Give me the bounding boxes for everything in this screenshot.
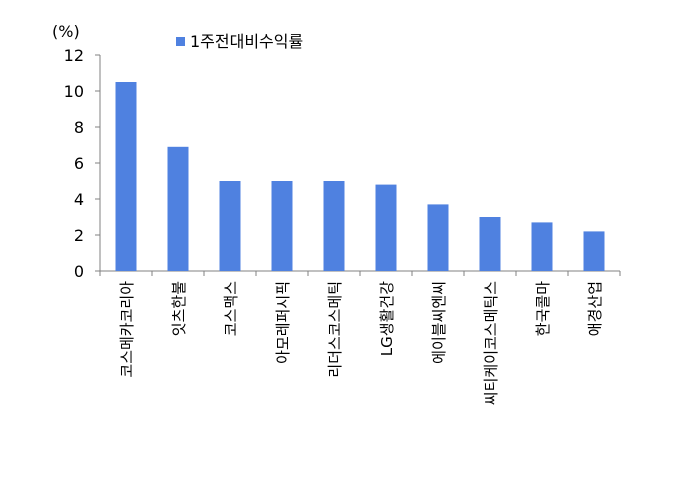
legend-label: 1주전대비수익률 [190,32,303,51]
bar [427,204,449,271]
category-label: 코스메카코리아 [118,281,136,378]
category-label: 코스맥스 [222,281,240,336]
y-tick-label: 6 [74,154,84,173]
bar [583,231,605,271]
category-label: 잇츠한불 [170,281,188,336]
bar [115,82,137,271]
bars [115,82,605,271]
y-tick-label: 10 [64,82,84,101]
bar [479,217,501,271]
y-tick-labels: 0 2 4 6 8 10 12 [64,46,84,281]
category-labels: 코스메카코리아 잇츠한불 코스맥스 아모레퍼시픽 리더스코스메틱 LG생활건강 에이블씨엔씨… [118,281,604,405]
category-label: LG생활건강 [378,281,396,356]
category-label: 에이블씨엔씨 [430,281,448,364]
y-tick-label: 12 [64,46,84,65]
bar [167,146,189,271]
bar [375,184,397,271]
bar [323,181,345,271]
category-label: 리더스코스메틱 [326,281,344,378]
y-tick-label: 8 [74,118,84,137]
bar [219,181,241,271]
category-label: 애경산업 [586,281,604,336]
y-axis-unit-label: (%) [52,22,80,41]
category-label: 한국콜마 [534,281,552,336]
y-tick-label: 0 [74,262,84,281]
category-label: 아모레퍼시픽 [274,281,292,364]
y-tick-label: 4 [74,190,84,209]
bar [531,222,553,271]
category-label: 씨티케이코스메틱스 [482,281,500,405]
legend-swatch [176,37,185,46]
bar [271,181,293,271]
y-tick-label: 2 [74,226,84,245]
